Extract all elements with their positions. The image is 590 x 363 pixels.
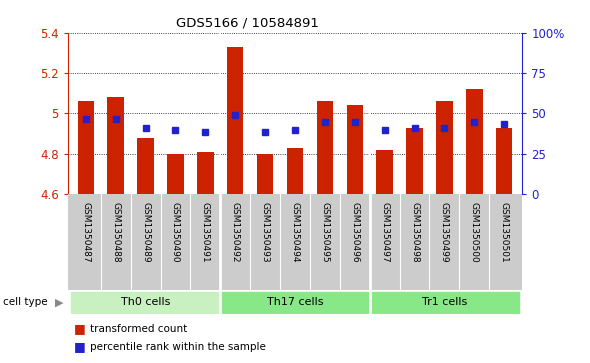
Bar [287, 148, 303, 194]
Bar [257, 154, 273, 194]
Bar [77, 101, 94, 194]
Text: ▶: ▶ [55, 297, 63, 307]
Bar [317, 101, 333, 194]
Bar [197, 152, 214, 194]
Text: ■: ■ [74, 322, 86, 335]
Text: GSM1350491: GSM1350491 [201, 202, 210, 262]
Bar [167, 154, 183, 194]
Bar [137, 138, 154, 194]
Text: GSM1350494: GSM1350494 [290, 202, 300, 262]
Bar [220, 291, 370, 313]
Text: GSM1350501: GSM1350501 [500, 202, 509, 263]
Text: GSM1350498: GSM1350498 [410, 202, 419, 262]
Text: GSM1350490: GSM1350490 [171, 202, 180, 262]
Text: cell type: cell type [3, 297, 48, 307]
Text: GSM1350488: GSM1350488 [111, 202, 120, 262]
Text: GSM1350493: GSM1350493 [261, 202, 270, 262]
Text: percentile rank within the sample: percentile rank within the sample [90, 342, 266, 352]
Bar [466, 89, 483, 194]
Text: GSM1350496: GSM1350496 [350, 202, 359, 262]
Text: GSM1350492: GSM1350492 [231, 202, 240, 262]
Text: Th17 cells: Th17 cells [267, 297, 323, 307]
Text: Th0 cells: Th0 cells [121, 297, 171, 307]
Bar [71, 291, 220, 313]
Text: GSM1350500: GSM1350500 [470, 202, 479, 263]
Bar [496, 127, 513, 194]
Bar [370, 291, 519, 313]
Text: GSM1350495: GSM1350495 [320, 202, 329, 262]
Bar [107, 97, 124, 194]
Bar [407, 127, 423, 194]
Bar [376, 150, 393, 194]
Bar [227, 47, 244, 194]
Text: GSM1350489: GSM1350489 [141, 202, 150, 262]
Text: GSM1350487: GSM1350487 [81, 202, 90, 262]
Text: ■: ■ [74, 340, 86, 353]
Text: GSM1350497: GSM1350497 [380, 202, 389, 262]
Text: GDS5166 / 10584891: GDS5166 / 10584891 [176, 16, 319, 29]
Text: transformed count: transformed count [90, 323, 188, 334]
Bar [436, 101, 453, 194]
Bar [346, 105, 363, 194]
Text: Tr1 cells: Tr1 cells [422, 297, 467, 307]
Text: GSM1350499: GSM1350499 [440, 202, 449, 262]
